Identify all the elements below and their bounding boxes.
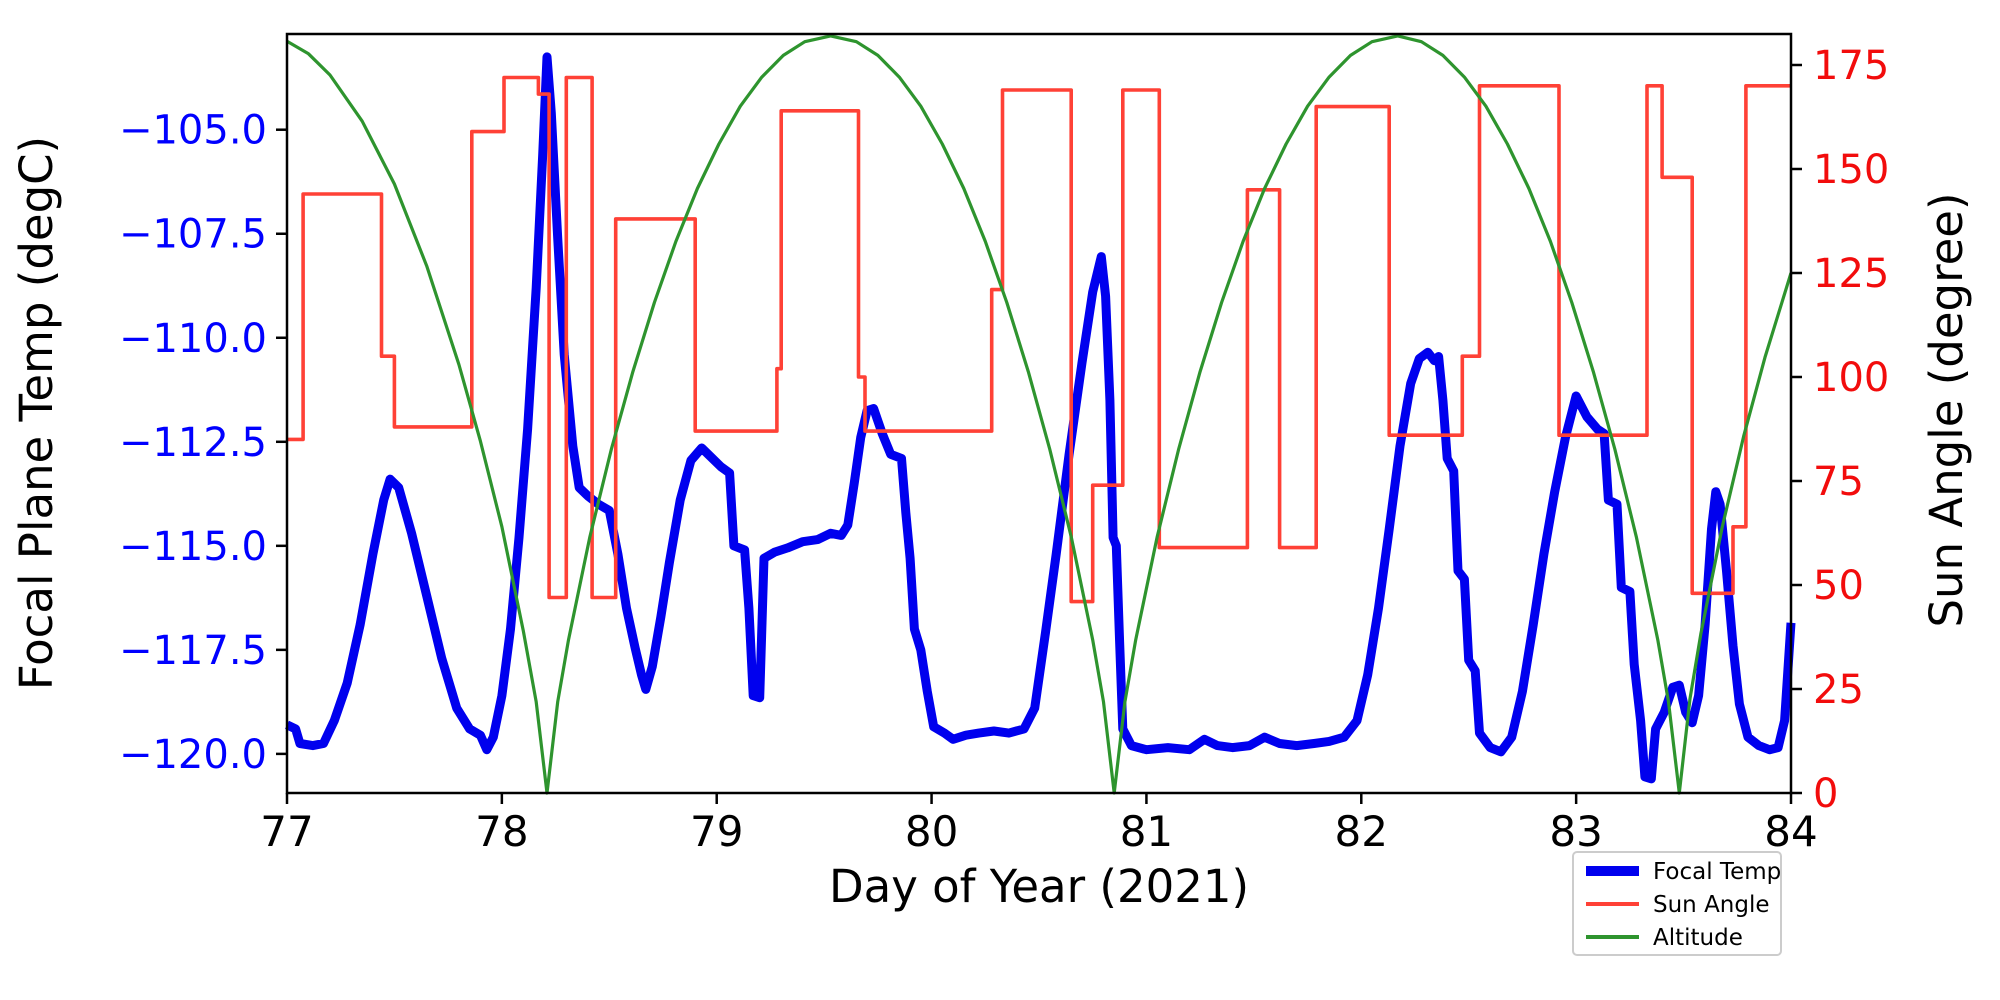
x-tick-label: 84 <box>1764 807 1817 856</box>
legend-box <box>1572 851 1782 956</box>
right-tick-label: 100 <box>1813 355 1889 401</box>
right-tick-label: 75 <box>1813 459 1864 505</box>
legend: Focal Temp Sun Angle Altitude <box>1572 851 1782 956</box>
left-tick-label: −107.5 <box>119 212 267 258</box>
legend-label-focal-temp: Focal Temp <box>1653 859 1781 885</box>
x-tick-label: 77 <box>260 807 313 856</box>
right-tick-label: 25 <box>1813 667 1864 713</box>
legend-label-sun-angle: Sun Angle <box>1653 892 1770 918</box>
right-tick-label: 125 <box>1813 251 1889 297</box>
left-tick-label: −112.5 <box>119 420 267 466</box>
left-tick-label: −110.0 <box>119 316 267 362</box>
right-tick-label: 175 <box>1813 43 1889 89</box>
x-axis-label: Day of Year (2021) <box>829 860 1249 913</box>
right-tick-label: 50 <box>1813 563 1864 609</box>
plot-spines <box>285 32 1793 795</box>
x-tick-label: 79 <box>690 807 743 856</box>
x-tick-label: 78 <box>475 807 528 856</box>
plot-layer: 77 78 79 80 81 82 83 84 −105.0 −107.5 −110.0 −112.5… <box>119 32 1889 856</box>
x-tick-label: 83 <box>1549 807 1602 856</box>
x-tick-label: 81 <box>1120 807 1173 856</box>
x-tick-label: 82 <box>1335 807 1388 856</box>
left-tick-label: −120.0 <box>119 732 267 778</box>
right-axis-label: Sun Angle (degree) <box>1920 192 1973 627</box>
left-tick-label: −117.5 <box>119 628 267 674</box>
legend-label-altitude: Altitude <box>1653 925 1743 951</box>
series-focal-temp <box>285 52 1796 784</box>
left-tick-label: −105.0 <box>119 108 267 154</box>
left-axis-label: Focal Plane Temp (degC) <box>10 136 63 690</box>
right-tick-label: 150 <box>1813 147 1889 193</box>
series-sun-angle <box>287 75 1791 604</box>
left-tick-label: −115.0 <box>119 524 267 570</box>
right-tick-label: 0 <box>1813 771 1838 817</box>
x-tick-label: 80 <box>905 807 958 856</box>
series-altitude <box>286 34 1793 795</box>
